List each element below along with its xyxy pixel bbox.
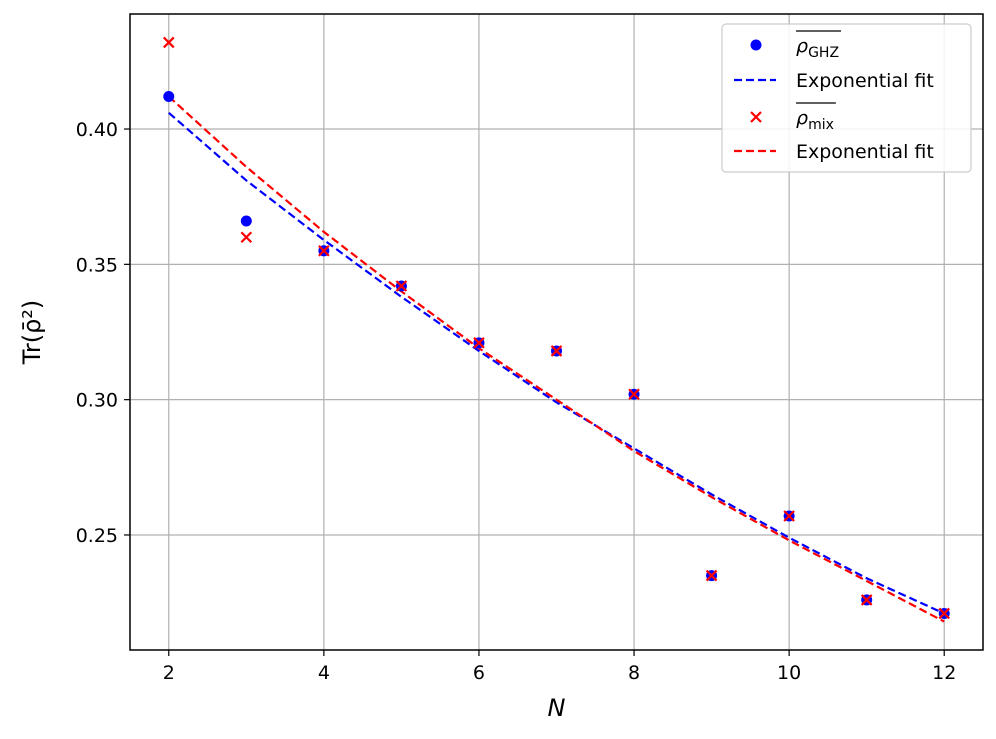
data-point-mix [628, 388, 640, 401]
y-tick-label: 0.40 [76, 119, 118, 141]
data-point-mix [395, 280, 408, 292]
fit-line-mix [168, 95, 945, 623]
legend-label: ρGHZ [796, 35, 839, 61]
legend-label-subscript: mix [808, 117, 834, 133]
fit-lines [168, 95, 945, 623]
data-point-mix [705, 569, 718, 582]
x-tick-label: 2 [163, 662, 175, 684]
legend-entry: Exponential fit [734, 141, 934, 163]
y-axis-label: Tr(ρ̄²) [18, 300, 46, 366]
legend-entry: ρmix [750, 102, 836, 133]
legend-entry: ρGHZ [750, 30, 842, 61]
legend-marker-ghz [750, 39, 762, 51]
legend-label-symbol: ρ [796, 107, 808, 129]
legend-entry: Exponential fit [734, 70, 934, 92]
fit-line-ghz [168, 111, 945, 615]
y-tick-label: 0.35 [76, 254, 118, 276]
data-point-mix [473, 337, 485, 349]
data-point-ghz [240, 215, 252, 227]
legend-label-subscript: GHZ [808, 45, 839, 61]
data-point-mix [860, 594, 873, 606]
legend-label: ρmix [796, 107, 834, 133]
legend-label: Exponential fit [796, 70, 934, 92]
x-tick-label: 8 [628, 662, 640, 684]
legend-box [721, 23, 972, 173]
legend-marker-mix [750, 111, 762, 123]
data-point-mix [162, 36, 175, 49]
x-tick-label: 4 [318, 662, 330, 684]
x-tick-label: 6 [473, 662, 485, 684]
data-markers [162, 36, 951, 620]
data-point-mix [550, 345, 563, 357]
data-point-ghz [163, 91, 175, 103]
y-tick-label: 0.30 [76, 390, 118, 412]
x-axis-label: N [548, 694, 566, 722]
legend-label-symbol: ρ [796, 35, 808, 57]
data-point-mix [783, 510, 795, 522]
y-tick-label: 0.25 [76, 525, 118, 547]
data-point-mix [318, 245, 330, 257]
plot-frame [129, 13, 984, 651]
data-point-mix [938, 607, 951, 620]
axis-ticks: 2 4 6 8 10 12 0.25 0.30 0.35 0.40 [76, 119, 957, 684]
data-point-mix [240, 231, 253, 244]
x-tick-label: 12 [932, 662, 956, 684]
legend-label: Exponential fit [796, 141, 934, 163]
x-tick-label: 10 [777, 662, 801, 684]
